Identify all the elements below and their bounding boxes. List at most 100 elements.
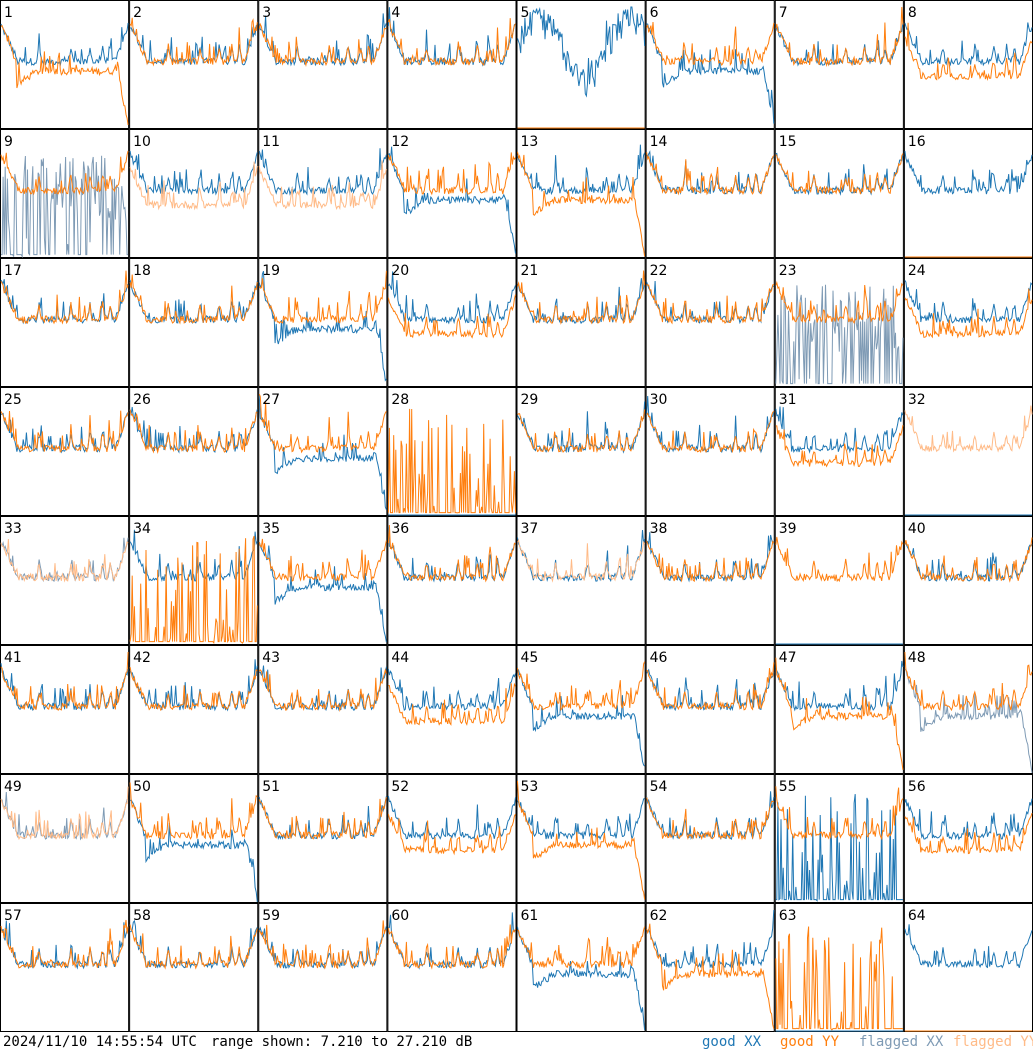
series-yy-line	[904, 812, 1033, 855]
panel-58: 58	[129, 903, 259, 1032]
series-xx-line	[904, 280, 1033, 324]
series-yy-line	[387, 152, 516, 196]
panel-label: 48	[908, 650, 926, 666]
panel-56: 56	[903, 774, 1033, 903]
panel-label: 21	[521, 263, 539, 279]
series-xx-line	[129, 150, 258, 196]
series-yy-line	[387, 813, 516, 856]
panel-64: 64	[903, 903, 1033, 1032]
panel-59: 59	[258, 903, 388, 1032]
series-xx-line	[775, 794, 903, 902]
series-yy-line	[517, 270, 646, 325]
panel-label: 44	[391, 650, 409, 666]
panel-55: 55	[774, 774, 904, 903]
panel-label: 24	[908, 263, 926, 279]
panel-label: 32	[908, 392, 926, 408]
series-yy-line	[646, 152, 775, 196]
series-yy-line	[646, 283, 775, 325]
panel-12: 12	[387, 129, 517, 258]
series-yy-line	[129, 17, 258, 67]
series-xx-line	[517, 926, 646, 1031]
panel-26: 26	[129, 387, 259, 516]
panel-frame	[774, 645, 904, 774]
panel-49: 49	[0, 774, 130, 903]
panel-frame	[516, 0, 646, 129]
panel-label: 35	[262, 521, 280, 537]
panel-label: 2	[133, 5, 142, 21]
series-xx-line	[258, 395, 387, 510]
panel-35: 35	[258, 516, 388, 645]
panel-frame	[0, 645, 130, 774]
panel-frame	[774, 903, 904, 1032]
series-yy-line	[775, 657, 904, 770]
panel-label: 5	[521, 5, 530, 21]
panel-30: 30	[645, 387, 775, 516]
panel-41: 41	[0, 645, 130, 774]
panel-label: 30	[650, 392, 668, 408]
panel-label: 42	[133, 650, 151, 666]
panel-frame	[0, 258, 130, 387]
panel-label: 57	[4, 908, 22, 924]
panel-44: 44	[387, 645, 517, 774]
panel-23: 23	[774, 258, 904, 387]
series-yy-line	[387, 924, 516, 970]
panel-label: 53	[521, 779, 539, 795]
legend-flagged-yy: flagged YY	[953, 1034, 1033, 1050]
series-yy-line	[258, 393, 387, 454]
panel-frame	[645, 516, 775, 645]
series-yy-line	[904, 537, 1033, 583]
panel-62: 62	[645, 903, 775, 1032]
panel-57: 57	[0, 903, 130, 1032]
series-xx-line	[775, 406, 904, 454]
series-yy-line	[387, 18, 516, 67]
panel-3: 3	[258, 0, 388, 129]
series-yy-line	[258, 270, 387, 324]
series-yy-line	[775, 926, 903, 1031]
panel-frame	[0, 903, 130, 1032]
footer: 2024/11/10 14:55:54 UTC range shown: 7.2…	[0, 1032, 1033, 1053]
legend-good-xx: good XX	[702, 1034, 762, 1050]
series-xx-line	[904, 798, 1033, 841]
series-xx-line	[646, 23, 775, 124]
panel-label: 54	[650, 779, 668, 795]
legend-good-yy: good YY	[780, 1034, 840, 1050]
panel-label: 28	[391, 392, 409, 408]
panel-32: 32	[903, 387, 1033, 516]
series-xx-line	[646, 909, 775, 969]
panel-29: 29	[516, 387, 646, 516]
series-yy-line	[129, 782, 258, 841]
series-yy-line	[775, 153, 904, 195]
series-yy-line	[517, 538, 646, 583]
panel-label: 46	[650, 650, 668, 666]
panel-label: 23	[779, 263, 797, 279]
panel-label: 11	[262, 134, 280, 150]
panel-label: 45	[521, 650, 539, 666]
panel-label: 50	[133, 779, 151, 795]
panel-38: 38	[645, 516, 775, 645]
panel-frame	[0, 0, 130, 129]
panel-frame	[129, 774, 259, 903]
panel-9: 9	[0, 129, 130, 259]
panel-frame	[129, 0, 259, 129]
series-yy-line	[775, 6, 904, 68]
panel-label: 59	[262, 908, 280, 924]
panel-51: 51	[258, 774, 388, 903]
panel-63: 63	[774, 903, 904, 1032]
series-yy-line	[646, 540, 775, 583]
series-xx-line	[517, 669, 645, 767]
panel-label: 56	[908, 779, 926, 795]
series-xx-line	[517, 144, 646, 196]
panel-6: 6	[645, 0, 775, 129]
panel-39: 39	[774, 516, 904, 645]
series-xx-line	[387, 668, 516, 711]
series-xx-line	[388, 146, 516, 254]
panel-37: 37	[516, 516, 646, 645]
panel-label: 63	[779, 908, 797, 924]
panel-17: 17	[0, 258, 130, 387]
series-yy-line	[129, 409, 258, 455]
panel-label: 43	[262, 650, 280, 666]
panel-frame	[129, 903, 259, 1032]
panel-54: 54	[645, 774, 775, 903]
series-yy-line	[0, 919, 129, 969]
